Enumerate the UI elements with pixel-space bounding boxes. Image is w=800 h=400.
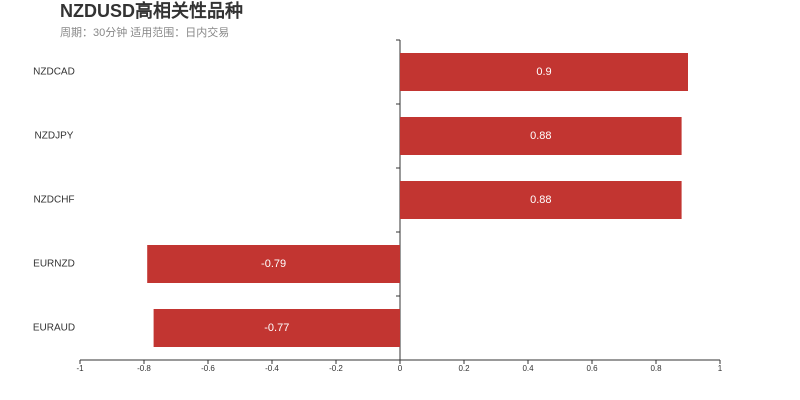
y-tick-label: EURNZD — [33, 259, 75, 270]
x-tick-label: -0.6 — [201, 364, 215, 373]
bar — [400, 181, 682, 219]
y-tick-label: EURAUD — [33, 323, 75, 334]
bar — [400, 117, 682, 155]
bar-value-label: -0.77 — [264, 322, 289, 334]
bar — [147, 245, 400, 283]
x-tick-label: 0.6 — [586, 364, 598, 373]
bar-value-label: 0.88 — [530, 194, 551, 206]
chart-title: NZDUSD高相关性品种 — [60, 0, 243, 21]
bar-value-label: -0.79 — [261, 258, 286, 270]
x-tick-label: -0.8 — [137, 364, 151, 373]
x-tick-label: 1 — [718, 364, 723, 373]
chart-subtitle: 周期：30分钟 适用范围：日内交易 — [60, 25, 229, 39]
bar — [400, 53, 688, 91]
x-tick-label: -0.2 — [329, 364, 343, 373]
x-tick-label: -0.4 — [265, 364, 279, 373]
bar-value-label: 0.88 — [530, 130, 551, 142]
x-tick-label: 0.2 — [458, 364, 470, 373]
x-tick-label: 0.4 — [522, 364, 534, 373]
x-tick-label: 0.8 — [650, 364, 662, 373]
y-tick-label: NZDCHF — [33, 195, 74, 206]
y-tick-label: NZDJPY — [35, 131, 74, 142]
y-tick-label: NZDCAD — [33, 67, 75, 78]
x-tick-label: -1 — [76, 364, 84, 373]
bar-value-label: 0.9 — [536, 66, 551, 78]
bar — [153, 309, 400, 347]
x-tick-label: 0 — [398, 364, 403, 373]
